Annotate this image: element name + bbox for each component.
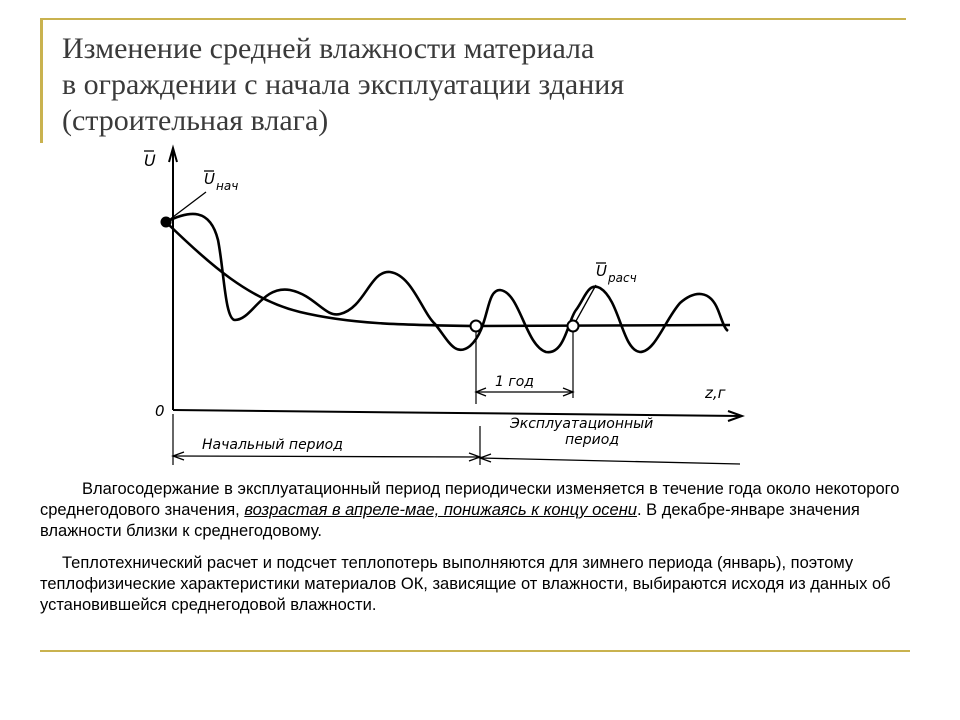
left-accent-line — [40, 18, 43, 143]
x-axis-arrow — [727, 410, 745, 422]
operational-period-label-1: Эксплуатационный — [509, 416, 653, 432]
initial-period-dimension — [172, 455, 481, 458]
initial-value-label: U — [204, 170, 215, 188]
year-end-point — [566, 319, 580, 333]
design-value-leader — [575, 284, 597, 322]
one-year-label: 1 год — [495, 374, 534, 390]
paragraph1-text-after: . В декабре-январе значения влажности бл… — [40, 501, 860, 540]
initial-value-subscript: нач — [216, 179, 238, 193]
operational-period-dimension — [479, 457, 741, 465]
initial-value-leader — [168, 191, 207, 221]
average-moisture-curve — [165, 221, 731, 328]
one-year-arrow-right — [562, 387, 575, 397]
year-start-point — [469, 319, 483, 333]
initial-period-arrow-right — [468, 452, 482, 462]
actual-moisture-curve — [165, 212, 729, 354]
operational-period-arrow-left — [478, 453, 492, 463]
x-axis-label: z,г — [704, 384, 726, 402]
bottom-accent-line — [40, 650, 910, 652]
title-line-3: (строительная влага) — [62, 104, 329, 137]
initial-period-arrow-left — [171, 451, 185, 461]
title-line-1: Изменение средней влажности материала — [62, 32, 595, 65]
y-axis-label: U — [144, 151, 156, 170]
top-accent-line — [40, 18, 906, 20]
title-line-2: в ограждении с начала эксплуатации здани… — [62, 68, 625, 101]
slide-title: Изменение средней влажности материала в … — [62, 31, 902, 139]
one-year-arrow-left — [474, 387, 487, 397]
design-value-subscript: расч — [607, 271, 637, 285]
paragraph1-emphasis: возрастая в апреле-мае, понижаясь к конц… — [244, 501, 637, 519]
paragraph-heat-calculation: Теплотехнический расчет и подсчет теплоп… — [40, 554, 891, 614]
zero-label: 0 — [155, 402, 165, 420]
initial-period-label: Начальный период — [202, 437, 343, 453]
y-axis-arrow — [168, 144, 178, 163]
design-value-label: U — [596, 262, 607, 280]
paragraph1-text-before: Влагосодержание в эксплуатационный перио… — [40, 480, 900, 519]
initial-point — [160, 216, 172, 228]
x-axis — [172, 409, 741, 417]
operational-period-label-2: период — [565, 432, 619, 448]
moisture-diagram: U z,г 0 U нач U расч 1 год Начальный пер… — [144, 144, 745, 465]
paragraph-moisture-variation: Влагосодержание в эксплуатационный перио… — [40, 479, 920, 542]
